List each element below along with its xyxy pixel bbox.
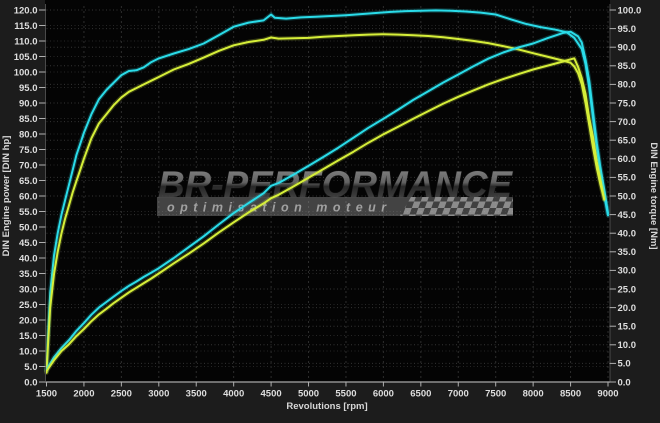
x-tick-label: 1500 — [36, 389, 57, 400]
watermark: BR-PERFORMANCE optimisation moteur — [157, 164, 514, 216]
y-right-tick-label: 35.0 — [618, 247, 637, 258]
gridlines — [46, 6, 609, 382]
axes: 0.0 5.0 10.0 15.0 20.0 25.0 30.0 35.0 40.0 45.0 50… — [14, 4, 642, 400]
y-left-tick-label: 90.0 — [19, 98, 38, 109]
x-tick-label: 7500 — [485, 389, 506, 400]
x-tick-label: 9000 — [597, 389, 618, 400]
plot-area — [45, 0, 610, 382]
y-left-tick-label: 10.0 — [19, 346, 38, 357]
y-left-tick-label: 60.0 — [19, 191, 38, 202]
y-right-tick-label: 50.0 — [618, 191, 637, 202]
y-right-tick-label: 75.0 — [618, 98, 637, 109]
y-right-tick-label: 25.0 — [618, 284, 637, 295]
y-left-tick-label: 30.0 — [19, 284, 38, 295]
y-left-tick-label: 5.0 — [24, 362, 37, 373]
y-left-tick-label: 20.0 — [19, 315, 38, 326]
x-axis-title: Revolutions [rpm] — [286, 401, 367, 412]
x-tick-label: 4500 — [261, 389, 282, 400]
curve-power-cyan — [45, 30, 609, 371]
y-left-tick-label: 45.0 — [19, 238, 38, 249]
y-left-tick-label: 35.0 — [19, 269, 38, 280]
y-right-axis-title: DIN Engine torque [Nm] — [648, 142, 659, 249]
y-right-tick-label: 10.0 — [618, 340, 637, 351]
x-tick-label: 4000 — [223, 389, 244, 400]
y-right-tick-label: 60.0 — [618, 154, 637, 165]
y-left-tick-label: 120.0 — [14, 5, 38, 16]
y-left-tick-label: 50.0 — [19, 222, 38, 233]
y-left-tick-label: 25.0 — [19, 300, 38, 311]
y-right-tick-label: 5.0 — [618, 359, 631, 370]
x-tick-label: 6500 — [410, 389, 431, 400]
y-left-tick-label: 95.0 — [19, 83, 38, 94]
x-tick-label: 8500 — [560, 389, 581, 400]
x-tick-label: 6000 — [373, 389, 394, 400]
y-right-tick-label: 40.0 — [618, 229, 637, 240]
y-left-tick-label: 80.0 — [19, 129, 38, 140]
curve-power-yellow — [45, 57, 606, 373]
x-tick-label: 2500 — [111, 389, 132, 400]
y-left-tick-label: 115.0 — [14, 21, 37, 32]
y-right-tick-label: 100.0 — [618, 5, 642, 16]
y-right-tick-label: 65.0 — [618, 136, 637, 147]
y-right-tick-label: 0.0 — [618, 377, 631, 388]
y-left-axis-title: DIN Engine power [DIN hp] — [1, 136, 12, 257]
y-left-tick-label: 110.0 — [14, 36, 37, 47]
y-left-tick-label: 100.0 — [14, 67, 38, 78]
y-right-tick-label: 90.0 — [618, 43, 637, 54]
y-right-tick-label: 45.0 — [618, 210, 637, 221]
x-tick-label: 5000 — [298, 389, 319, 400]
y-right-tick-label: 80.0 — [618, 80, 637, 91]
x-tick-label: 7000 — [448, 389, 469, 400]
y-left-tick-label: 40.0 — [19, 253, 38, 264]
curve-torque-cyan — [45, 9, 609, 372]
y-left-tick-label: 105.0 — [14, 52, 38, 63]
y-right-tick-label: 85.0 — [618, 61, 637, 72]
y-right-tick-label: 95.0 — [618, 24, 637, 35]
y-left-tick-label: 75.0 — [19, 145, 38, 156]
x-tick-label: 8000 — [523, 389, 544, 400]
y-left-tick-label: 70.0 — [19, 160, 38, 171]
x-tick-label: 3000 — [148, 389, 169, 400]
dyno-curves — [44, 8, 611, 375]
watermark-tagline-text: optimisation moteur — [167, 201, 392, 215]
checkered-flag-icon — [400, 197, 513, 216]
y-left-tick-label: 0.0 — [24, 377, 37, 388]
y-right-tick-label: 15.0 — [618, 322, 637, 333]
x-tick-label: 3500 — [186, 389, 207, 400]
y-left-tick-label: 65.0 — [19, 176, 38, 187]
x-tick-label: 5500 — [335, 389, 356, 400]
y-left-tick-label: 55.0 — [19, 207, 38, 218]
y-right-tick-label: 30.0 — [618, 266, 637, 277]
y-left-tick-label: 15.0 — [19, 331, 38, 342]
y-left-tick-label: 85.0 — [19, 114, 38, 125]
y-right-tick-label: 70.0 — [618, 117, 637, 128]
y-right-tick-label: 55.0 — [618, 173, 637, 184]
x-tick-label: 2000 — [73, 389, 94, 400]
y-right-tick-label: 20.0 — [618, 303, 637, 314]
